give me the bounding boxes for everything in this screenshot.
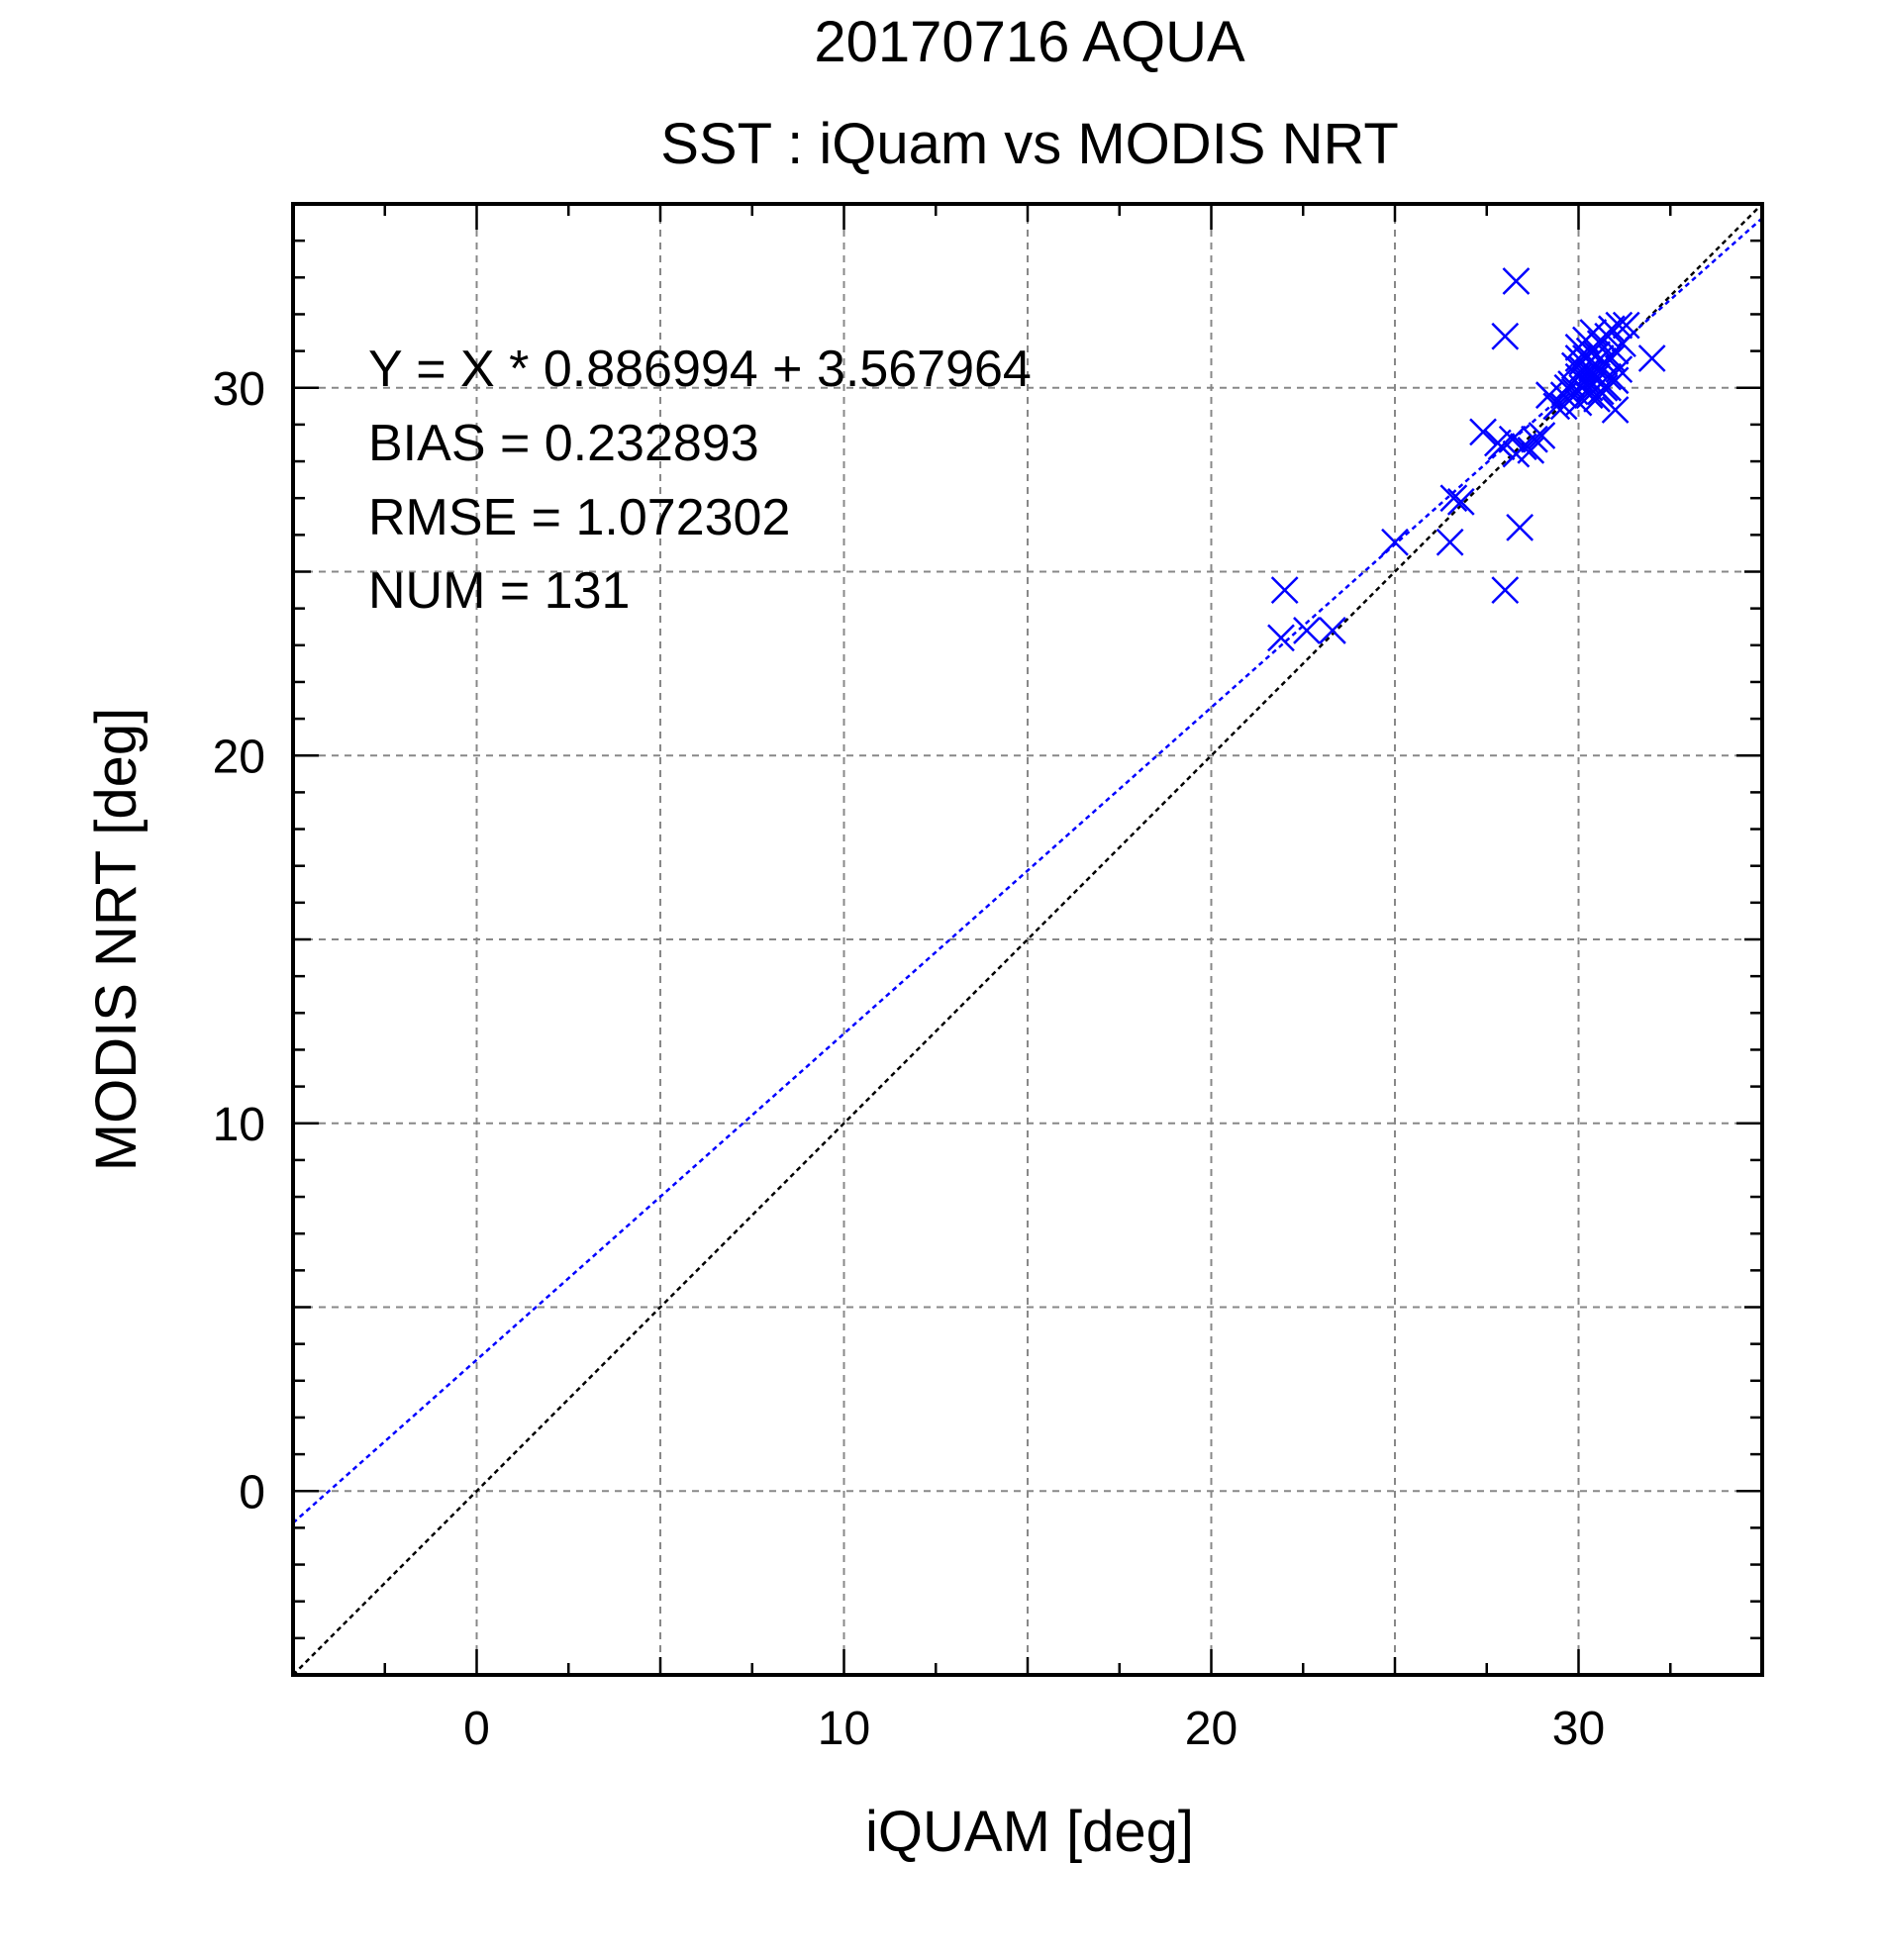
data-point xyxy=(1586,377,1615,406)
data-point xyxy=(1549,392,1578,421)
chart-subtitle: SST : iQuam vs MODIS NRT xyxy=(660,112,1399,176)
one-to-one-line xyxy=(293,204,1762,1675)
data-point xyxy=(1436,528,1464,556)
chart-title: 20170716 AQUA xyxy=(814,10,1245,74)
data-point xyxy=(1605,311,1634,340)
data-point xyxy=(1506,514,1534,541)
plot-frame xyxy=(291,202,1764,1677)
y-axis-label: MODIS NRT [deg] xyxy=(84,708,148,1171)
data-point xyxy=(1586,344,1615,372)
data-point xyxy=(1560,351,1589,380)
data-point xyxy=(1502,267,1531,295)
data-point xyxy=(1579,319,1608,346)
stats-bias: BIAS = 0.232893 xyxy=(368,415,759,472)
y-tick-label: 10 xyxy=(213,1099,265,1151)
y-tick-labels: 0 10 20 30 xyxy=(213,363,265,1519)
x-tick-label: 10 xyxy=(818,1703,870,1755)
grid-lines xyxy=(293,204,1762,1675)
stats-rmse: RMSE = 1.072302 xyxy=(368,489,790,546)
regression-line xyxy=(293,217,1762,1524)
data-point xyxy=(1637,344,1666,372)
x-tick-label: 20 xyxy=(1185,1703,1238,1755)
data-point xyxy=(1609,330,1636,358)
x-tick-label: 0 xyxy=(463,1703,490,1755)
data-points xyxy=(1267,267,1666,652)
data-point xyxy=(1517,437,1545,464)
data-point xyxy=(1528,422,1556,449)
stats-equation: Y = X * 0.886994 + 3.567964 xyxy=(368,341,1032,398)
stats-num: NUM = 131 xyxy=(368,562,630,620)
y-tick-label: 20 xyxy=(213,731,265,783)
y-tick-label: 30 xyxy=(213,363,265,416)
data-point xyxy=(1605,355,1634,384)
stats-box: Y = X * 0.886994 + 3.567964 BIAS = 0.232… xyxy=(368,341,1032,620)
data-point xyxy=(1579,359,1608,387)
data-point xyxy=(1293,617,1321,644)
data-point xyxy=(1601,396,1630,424)
data-point xyxy=(1612,311,1640,340)
data-point xyxy=(1491,322,1520,350)
x-tick-labels: 0 10 20 30 xyxy=(463,1703,1605,1755)
x-axis-label: iQUAM [deg] xyxy=(865,1800,1194,1864)
data-point xyxy=(1601,366,1630,395)
data-point xyxy=(1270,576,1299,604)
data-point xyxy=(1439,484,1468,513)
data-point xyxy=(1381,528,1409,556)
x-tick-label: 30 xyxy=(1552,1703,1605,1755)
data-point xyxy=(1319,617,1346,644)
reference-lines xyxy=(293,204,1762,1675)
data-point xyxy=(1267,624,1295,652)
data-point xyxy=(1469,418,1497,446)
data-point xyxy=(1521,425,1548,453)
y-tick-label: 0 xyxy=(239,1466,265,1519)
data-point xyxy=(1446,488,1475,516)
data-point xyxy=(1491,576,1520,604)
